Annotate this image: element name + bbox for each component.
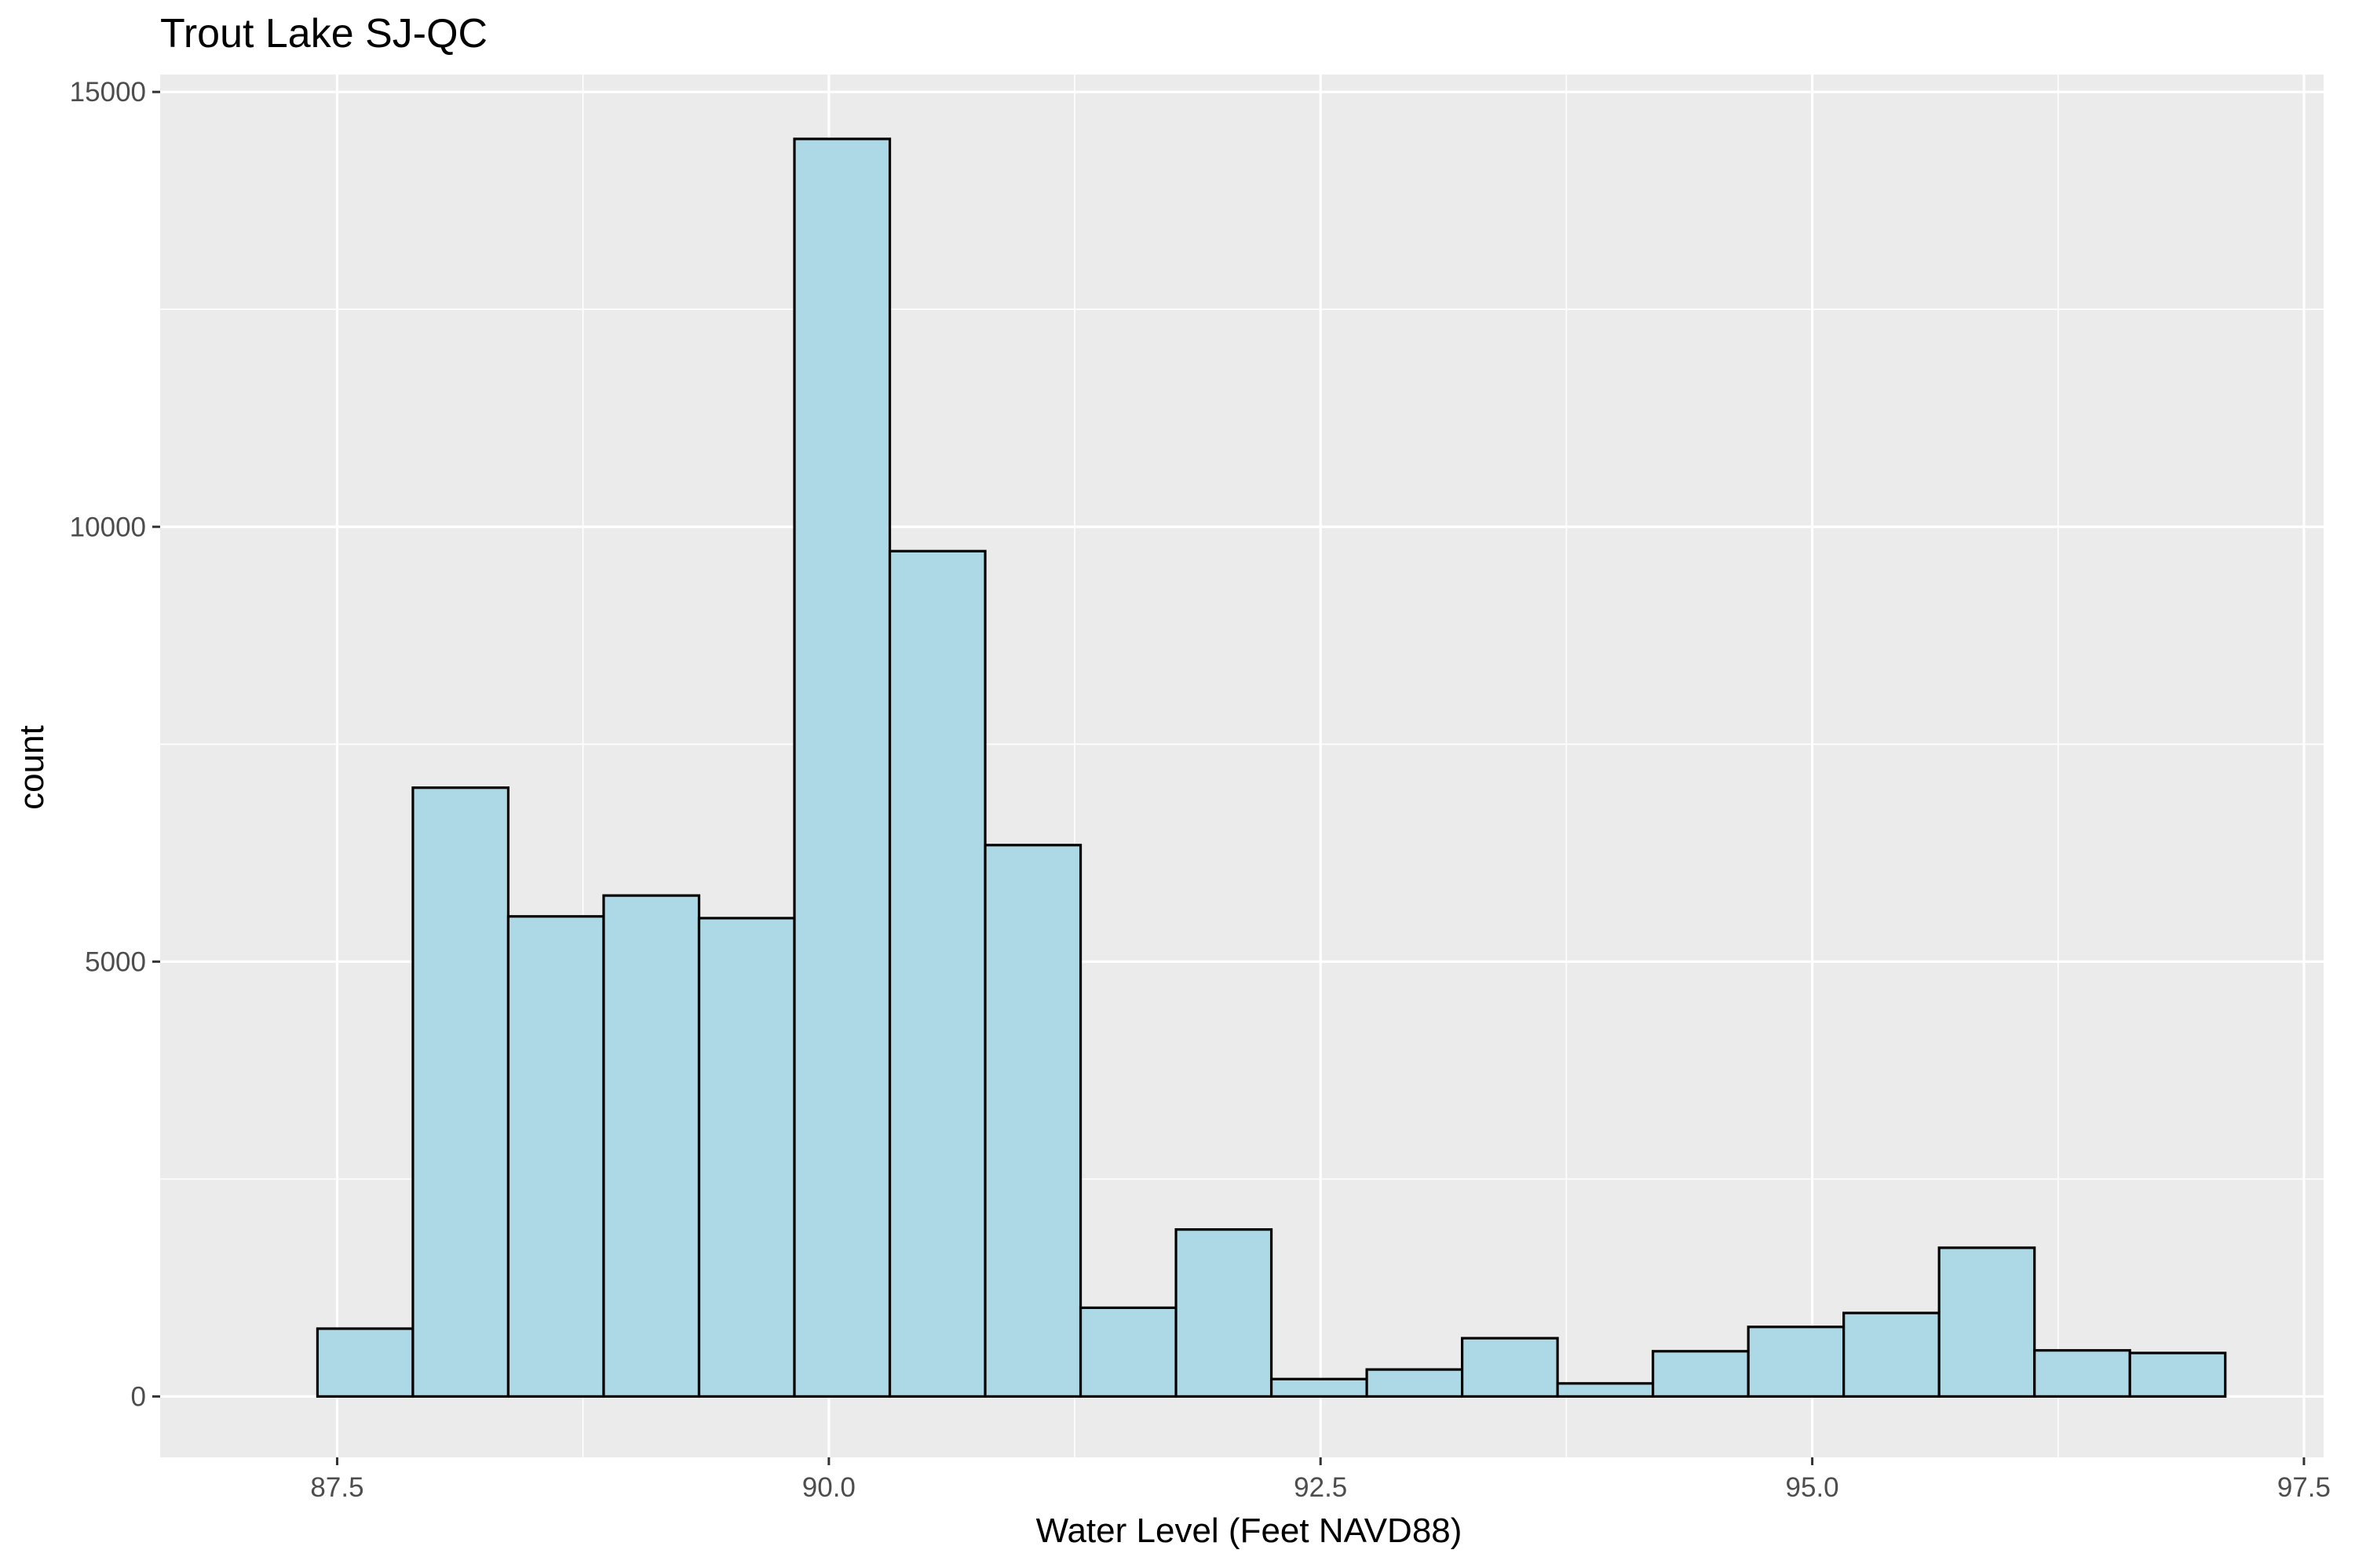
histogram-bar [697,917,796,1398]
histogram-bar [602,894,701,1398]
y-axis-title: count [13,725,51,810]
y-tick-label: 5000 [85,946,146,977]
histogram-bar [888,549,987,1398]
histogram-bar [1365,1368,1464,1398]
x-tick-label: 87.5 [310,1472,363,1503]
histogram-bar [2128,1351,2227,1398]
y-axis: 0 5000 10000 15000 [70,77,160,1412]
histogram-bar [1461,1336,1559,1398]
histogram-bar [1747,1326,1846,1398]
y-tick-label: 0 [131,1381,146,1412]
chart-title: Trout Lake SJ-QC [160,11,487,57]
histogram-bar [1079,1306,1178,1398]
x-tick-label: 95.0 [1786,1472,1839,1503]
histogram-bar [1174,1228,1273,1398]
histogram-bar [1842,1311,1941,1398]
histogram-bar [1652,1350,1750,1398]
histogram-bar [1937,1246,2036,1398]
histogram-bar [411,786,510,1398]
x-tick-label: 92.5 [1294,1472,1347,1503]
histogram-bar [793,137,892,1398]
histogram-bar [1556,1382,1655,1398]
x-tick-label: 97.5 [2277,1472,2331,1503]
histogram-bars [316,137,2227,1398]
x-axis: 87.5 90.0 92.5 95.0 97.5 [310,1457,2331,1503]
y-tick-label: 15000 [70,77,146,108]
histogram-bar [506,915,605,1398]
histogram-bar [1269,1377,1368,1398]
y-tick-label: 10000 [70,512,146,542]
histogram-bar [2033,1349,2131,1398]
histogram-bar [984,844,1083,1398]
minor-gridlines [160,75,2324,1457]
x-tick-label: 90.0 [802,1472,856,1503]
x-axis-title: Water Level (Feet NAVD88) [1036,1511,1462,1550]
histogram-bar [316,1327,414,1398]
